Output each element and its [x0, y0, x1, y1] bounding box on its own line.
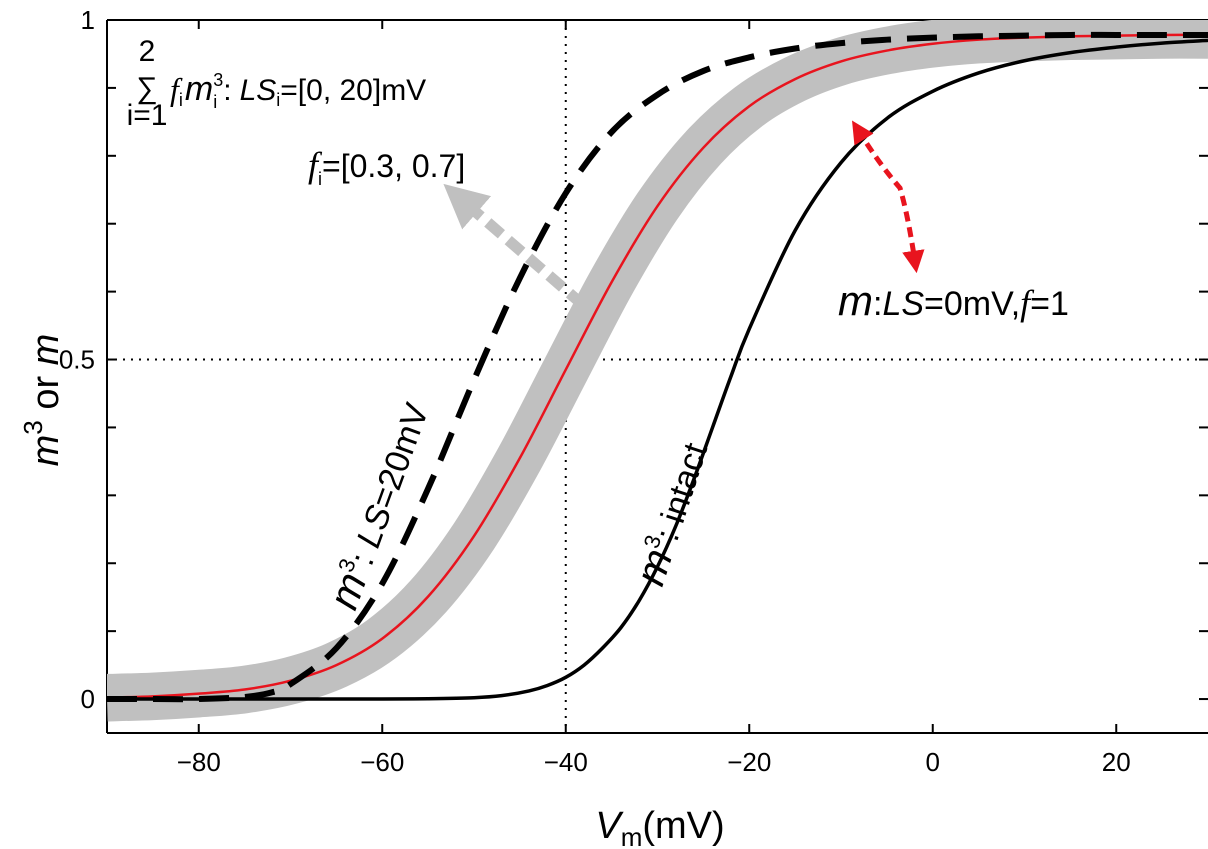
x-tick-label: −40	[544, 747, 588, 777]
y-tick-label: 0	[81, 684, 95, 714]
sum-sigma: ∑	[136, 72, 157, 105]
series-band	[107, 20, 1208, 722]
y-tick-label: 1	[81, 5, 95, 35]
annotation-sum: 2 ∑ i=1 fim3 i: LSi=[0, 20]mV	[127, 35, 427, 132]
y-axis-label: m3 or m	[18, 334, 67, 467]
series-m3_ls20	[107, 31, 1208, 703]
gray-arrow	[443, 183, 587, 310]
x-tick-label: −20	[727, 747, 771, 777]
sum-top: 2	[139, 35, 156, 68]
annotation-m: m:LS=0mV,f=1	[838, 277, 1069, 324]
y-tick-label: 0.5	[59, 345, 95, 375]
m-label-text: m:LS=0mV,f=1	[838, 277, 1069, 324]
x-tick-label: 20	[1102, 747, 1131, 777]
annotation-intact: m3: intact	[626, 436, 716, 591]
annotation-f-range: fi=[0.3, 0.7]	[308, 145, 465, 189]
intact-label-text: m3: intact	[626, 436, 716, 591]
x-axis-label: Vm(mV)	[595, 805, 724, 849]
x-tick-label: −80	[177, 747, 221, 777]
axis-ticks: −80 −60 −40 −20 0 20 0 0.5 1	[59, 5, 1208, 777]
sum-bottom: i=1	[127, 99, 168, 132]
x-tick-label: 0	[926, 747, 940, 777]
f-range-text: fi=[0.3, 0.7]	[308, 145, 465, 189]
x-tick-label: −60	[360, 747, 404, 777]
axes-frame	[106, 19, 1208, 734]
reference-lines	[107, 20, 1208, 733]
red-arrow	[852, 120, 925, 274]
series-m3_intact	[107, 38, 1208, 701]
series-layer	[107, 20, 1208, 722]
series-m1	[107, 33, 1208, 699]
sum-expression: fim3 i: LSi=[0, 20]mV	[170, 70, 426, 112]
